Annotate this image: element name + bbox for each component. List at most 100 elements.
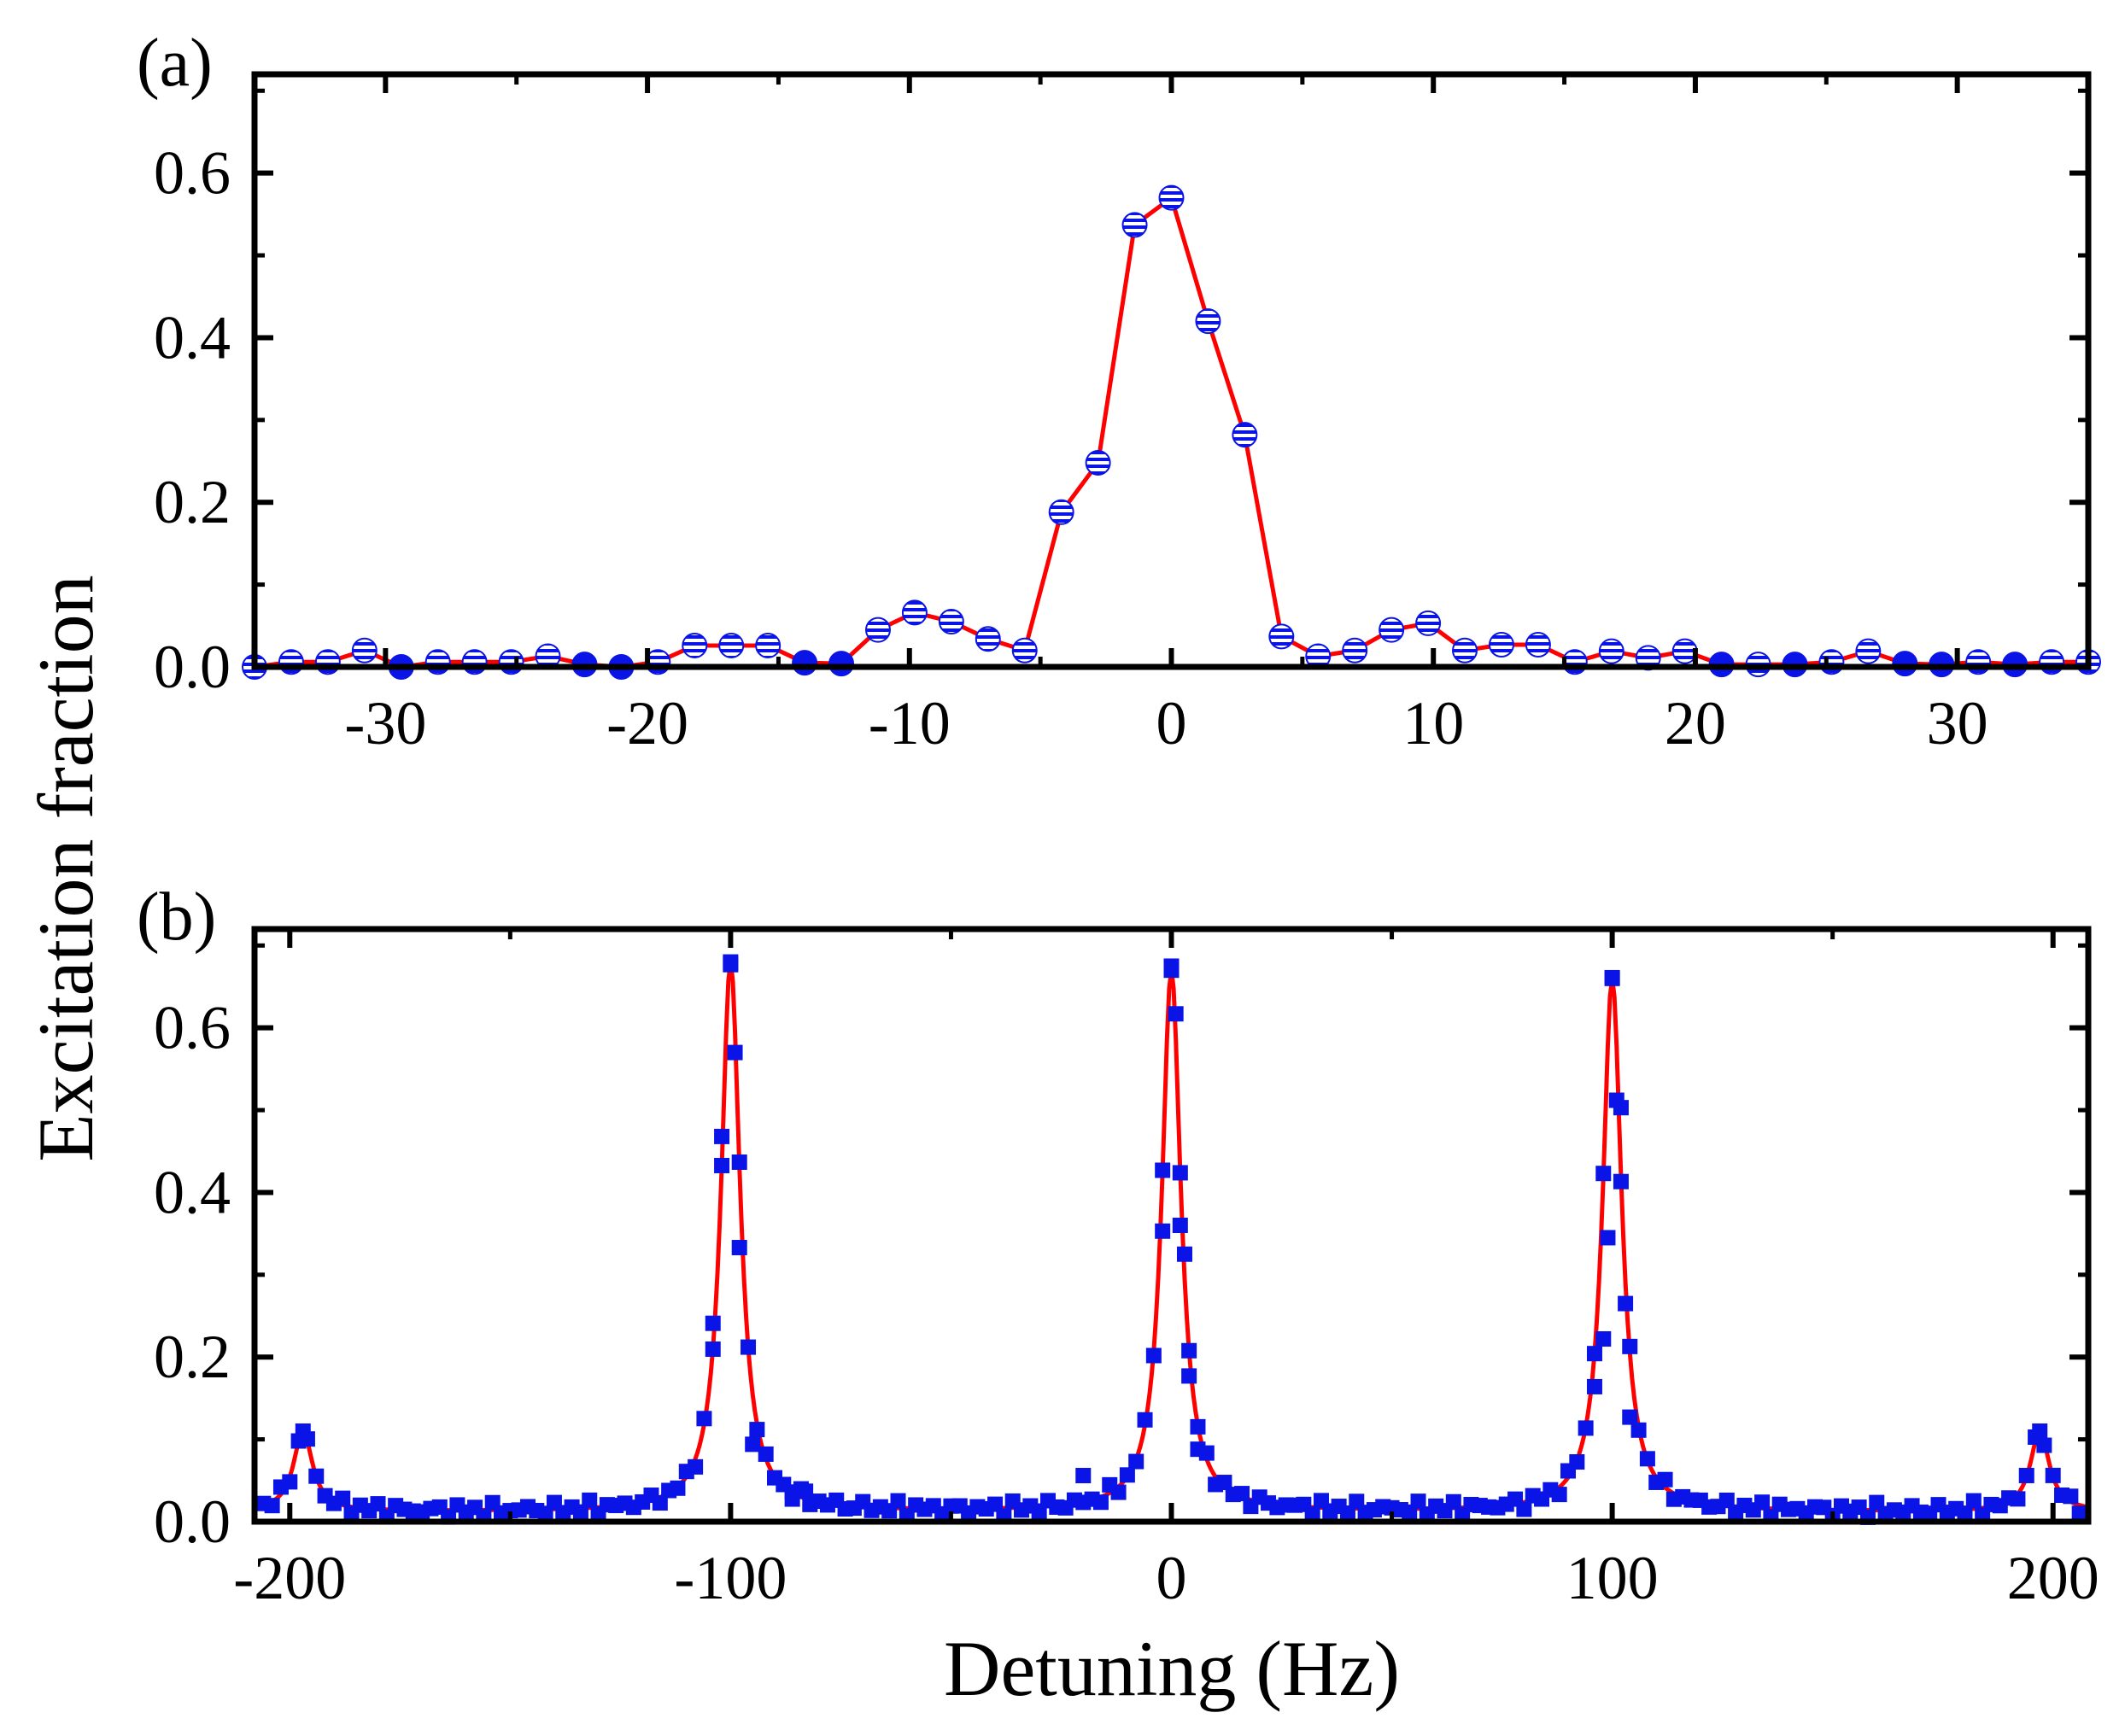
x-tick-label: 0 [1156,689,1187,757]
panel-b-point [1304,1506,1320,1523]
panel-b-point [1965,1493,1982,1509]
panel-b-point [749,1422,765,1438]
panel-b-point [705,1341,721,1357]
panel-a-point [901,599,928,626]
panel-b-point [1137,1412,1153,1428]
panel-b-point [1630,1422,1647,1438]
panel-a-point [1818,649,1845,675]
panel-b-point [2018,1467,2034,1483]
panel-a-point [1525,631,1551,658]
panel-b-point [1754,1494,1771,1511]
panel-b-point [1172,1218,1188,1233]
x-tick-label: 20 [1665,689,1726,757]
panel-a-point [1379,617,1405,643]
panel-a: -30 -20 -10 0 10 20 30 0.0 0.2 0.4 0.6 (a) [137,26,2101,757]
panel-a-point [864,617,891,643]
panel-b-point [1163,962,1180,979]
panel-b-point [1234,1486,1250,1502]
panel-a-point [1488,631,1514,658]
panel-b-point [1190,1441,1206,1458]
panel-b-series-line [254,959,2089,1513]
panel-b-point [798,1483,814,1499]
panel-b-point [741,1339,757,1355]
panel-b-point [1181,1342,1197,1359]
panel-b-point [1569,1454,1585,1470]
panel-b-data [254,954,2089,1525]
panel-b-point [745,1436,761,1453]
y-axis-title: Excitation fraction [22,575,109,1161]
panel-b-point [1216,1475,1232,1491]
panel-b-point [987,1496,1004,1512]
panel-b-point [1613,1173,1629,1189]
panel-a-point [1048,499,1074,525]
panel-b-point [582,1492,598,1508]
panel-b-point [308,1468,325,1484]
panel-a-point [718,632,745,658]
panel-b-point [2032,1423,2048,1439]
panel-a-ticks: -30 -20 -10 0 10 20 30 0.0 0.2 0.4 0.6 [154,74,2088,757]
panel-a-point [1598,638,1624,664]
x-tick-label: -30 [344,689,426,757]
x-tick-label: -20 [606,689,688,757]
panel-a-label: (a) [137,26,213,101]
panel-b-point [1155,1223,1171,1239]
panel-a-point [424,649,451,675]
panel-b-point [1657,1471,1673,1488]
panel-b-point [670,1480,686,1496]
panel-a-point [1965,649,1992,675]
panel-a-point [1011,637,1038,663]
panel-b-point [652,1495,668,1511]
panel-a-point [1121,212,1148,238]
panel-b-point [1622,1409,1638,1425]
panel-a-point [682,632,708,658]
panel-b-point [1586,1378,1602,1394]
panel-b-point [1639,1451,1655,1467]
panel-b-point [2071,1505,2087,1522]
y-tick-label: 0.4 [154,1158,231,1226]
x-tick-label: -200 [233,1544,346,1612]
panel-b-point [1190,1418,1206,1435]
x-tick-label: -100 [674,1544,787,1612]
panel-a-point [498,649,524,675]
panel-b-point [2045,1467,2061,1483]
panel-b-point [2063,1488,2079,1505]
panel-b-point [727,1044,743,1061]
panel-b-point [1176,1246,1192,1262]
panel-b-point [758,1446,774,1462]
panel-a-point [975,626,1001,652]
y-tick-label: 0.6 [154,139,231,208]
y-tick-label: 0.4 [154,303,231,371]
panel-a-point [314,649,341,675]
panel-b-point [282,1474,298,1490]
panel-a-point [1855,638,1882,664]
panel-b-point [1119,1467,1135,1483]
panel-a-point [1268,623,1295,650]
panel-b-point [1168,1006,1184,1022]
panel-b-point [705,1315,721,1331]
panel-a-data [242,184,2101,680]
panel-a-point [1195,308,1221,335]
y-tick-label: 0.2 [154,468,231,536]
panel-b: -200 -100 0 100 200 0.0 0.2 0.4 0.6 (b) [137,880,2099,1612]
panel-b-point [731,1154,747,1170]
panel-b-point [1622,1338,1638,1354]
panel-b-point [2010,1491,2026,1507]
panel-a-point [461,649,488,675]
panel-b-point [784,1484,800,1500]
panel-b-point [295,1423,311,1439]
panel-a-point [1342,637,1368,663]
x-tick-label: 200 [2007,1544,2099,1612]
panel-a-point [755,632,782,658]
panel-b-point [1595,1166,1612,1182]
panel-b-point [1339,1505,1355,1522]
panel-b-point [2036,1437,2052,1453]
panel-b-point [1110,1484,1127,1500]
panel-b-point [1578,1420,1594,1436]
panel-b-point [1957,1505,1973,1522]
x-tick-label: 100 [1566,1544,1659,1612]
panel-a-point [278,649,304,675]
panel-b-point [1551,1487,1567,1503]
panel-b-point [714,1128,730,1144]
y-tick-label: 0.2 [154,1323,231,1391]
panel-b-point [1155,1162,1171,1178]
